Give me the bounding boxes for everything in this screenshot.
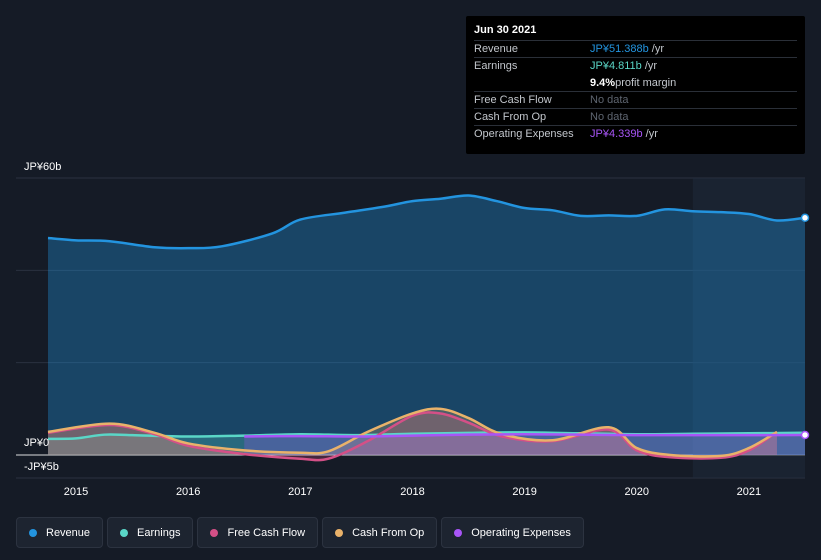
legend-item-operating-expenses[interactable]: Operating Expenses — [441, 517, 584, 548]
tooltip-row-fcf: Free Cash Flow No data — [474, 91, 797, 108]
series-line-opex — [244, 432, 806, 438]
legend-item-cash-from-op[interactable]: Cash From Op — [322, 517, 438, 548]
series-line-cfo — [47, 407, 778, 458]
end-marker-opex — [800, 430, 810, 440]
series-lines — [47, 194, 806, 462]
tooltip-value: JP¥51.388b — [590, 43, 649, 55]
series-area-opex — [244, 434, 805, 455]
x-tick-label: 2020 — [625, 486, 649, 498]
legend-label: Free Cash Flow — [227, 526, 306, 539]
legend-dot-icon — [335, 528, 344, 537]
y-axis: JP¥60b JP¥0 -JP¥5b — [24, 161, 61, 473]
legend-label: Cash From Op — [352, 526, 425, 539]
tooltip-label: Cash From Op — [474, 111, 547, 123]
legend-item-free-cash-flow[interactable]: Free Cash Flow — [197, 517, 319, 548]
y-tick-label: JP¥0 — [24, 437, 49, 449]
x-tick-label: 2016 — [176, 486, 200, 498]
legend-dot-icon — [120, 528, 129, 537]
tooltip-row-opex: Operating Expenses JP¥4.339b /yr — [474, 125, 797, 142]
legend-label: Operating Expenses — [471, 526, 571, 539]
legend-dot-icon — [210, 528, 219, 537]
series-line-fcf — [47, 411, 778, 462]
tooltip-label: Earnings — [474, 60, 518, 72]
series-areas — [48, 195, 805, 461]
tooltip-value: No data — [590, 111, 629, 123]
tooltip-row-revenue: Revenue JP¥51.388b /yr — [474, 40, 797, 57]
tooltip-value: JP¥4.339b — [590, 128, 643, 140]
tooltip-label: Revenue — [474, 43, 519, 55]
legend-label: Earnings — [137, 526, 181, 539]
series-area-revenue — [48, 195, 805, 455]
profit-margin-value: 9.4% — [590, 76, 616, 89]
x-tick-label: 2018 — [400, 486, 424, 498]
tooltip-value: No data — [590, 94, 629, 106]
end-marker-revenue — [800, 213, 810, 223]
tooltip-unit: /yr — [641, 60, 658, 72]
tooltip-date: Jun 30 2021 — [474, 24, 537, 36]
legend: Revenue Earnings Free Cash Flow Cash Fro… — [16, 517, 584, 548]
y-tick-label: JP¥60b — [24, 161, 61, 173]
x-tick-label: 2017 — [288, 486, 312, 498]
legend-dot-icon — [29, 528, 37, 537]
tooltip-unit: /yr — [648, 43, 664, 55]
tooltip-row-earnings: Earnings JP¥4.811b /yr — [474, 57, 797, 74]
y-tick-label: -JP¥5b — [24, 461, 59, 473]
profit-margin-label: profit margin — [615, 76, 677, 89]
highlight-band — [692, 178, 805, 478]
legend-item-revenue[interactable]: Revenue — [16, 517, 104, 548]
chart: 2015 2016 2017 2018 2019 2020 2021 JP¥60b JP¥0 -… — [16, 161, 810, 498]
series-end-markers — [800, 213, 810, 440]
x-tick-label: 2015 — [64, 486, 88, 498]
tooltip-label: Operating Expenses — [474, 128, 574, 140]
legend-dot-icon — [454, 528, 463, 537]
legend-label: Revenue — [46, 526, 91, 539]
tooltip-panel: Jun 30 2021 Revenue JP¥51.388b /yr Earni… — [466, 16, 805, 154]
tooltip-row-cfo: Cash From Op No data — [474, 108, 797, 125]
tooltip-unit: /yr — [642, 128, 658, 140]
tooltip-row-margin: 9.4% profit margin — [474, 74, 797, 91]
x-axis: 2015 2016 2017 2018 2019 2020 2021 — [64, 486, 761, 498]
x-tick-label: 2019 — [512, 486, 536, 498]
series-line-revenue — [47, 194, 806, 250]
tooltip-value: JP¥4.811b — [590, 60, 642, 72]
tooltip-label: Free Cash Flow — [474, 94, 552, 106]
x-tick-label: 2021 — [737, 486, 761, 498]
legend-item-earnings[interactable]: Earnings — [107, 517, 194, 548]
